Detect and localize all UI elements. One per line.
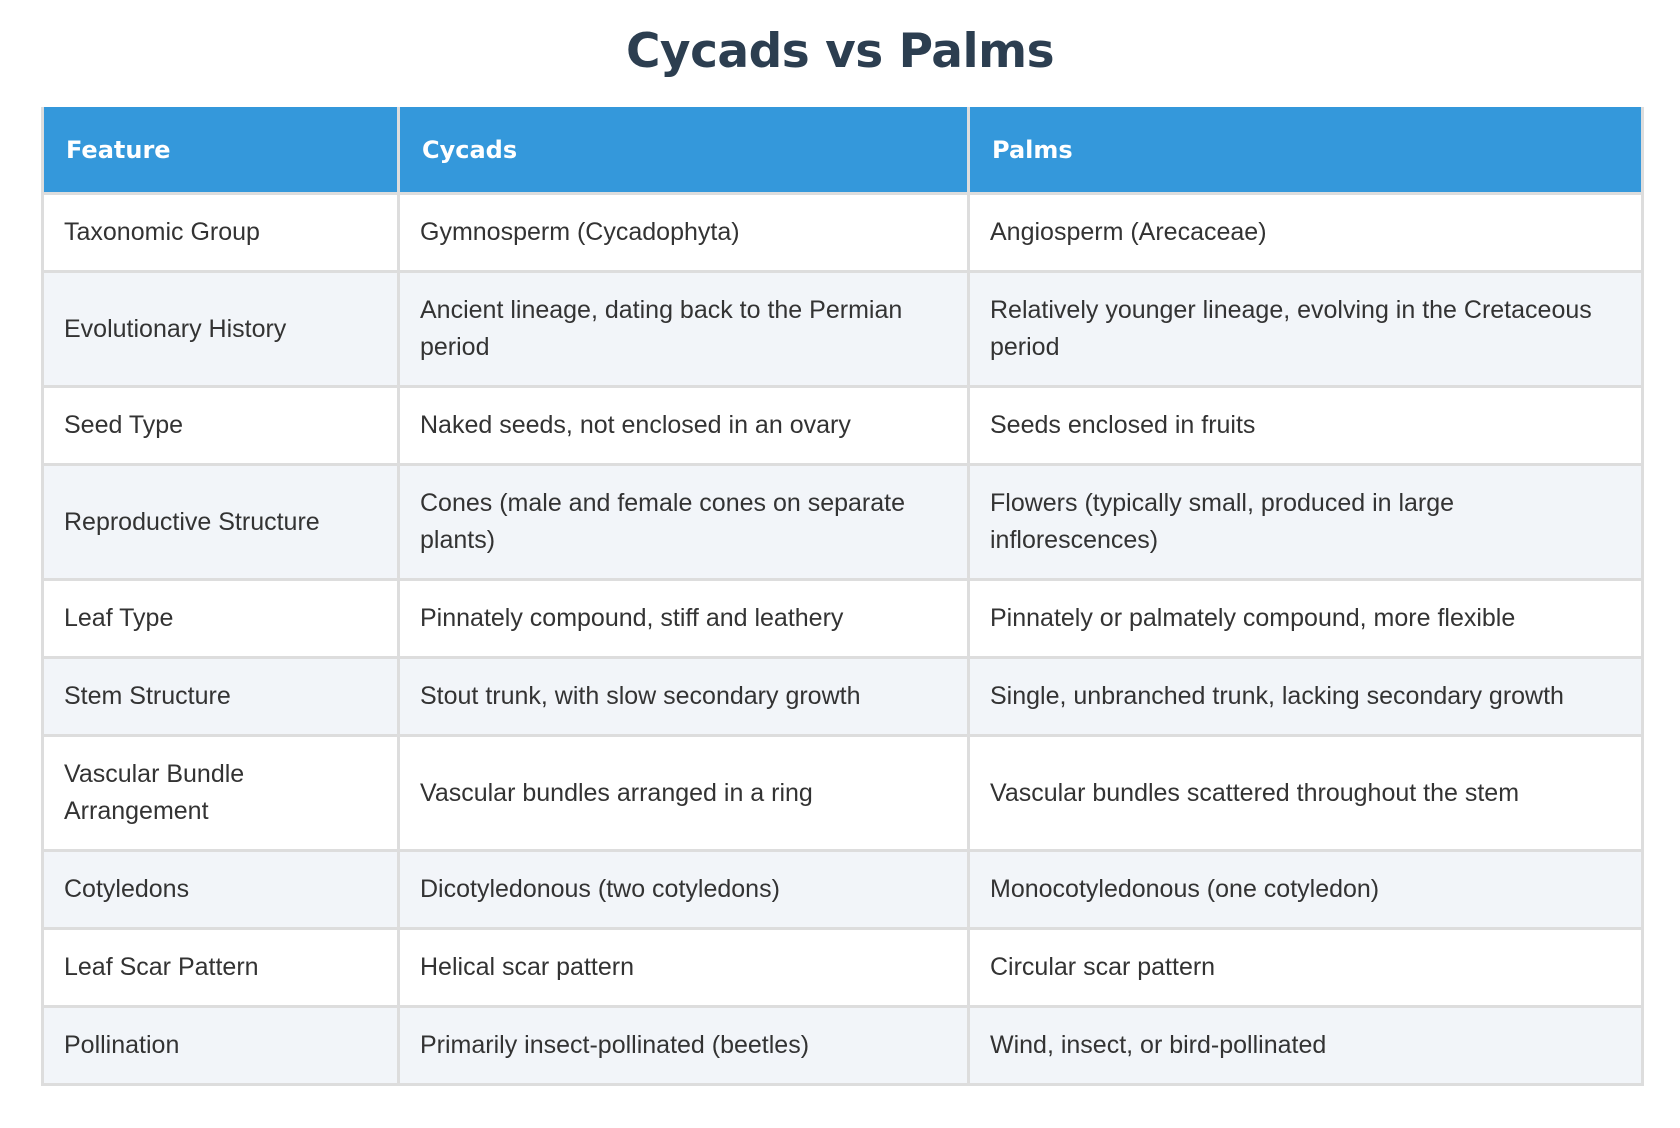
comparison-table: Feature Cycads Palms Taxonomic Group Gym… (41, 107, 1644, 1086)
cycads-cell: Stout trunk, with slow secondary growth (397, 656, 970, 737)
cycads-cell: Gymnosperm (Cycadophyta) (397, 192, 970, 273)
cycads-cell: Naked seeds, not enclosed in an ovary (397, 385, 970, 466)
table-row: Stem Structure Stout trunk, with slow se… (41, 656, 1644, 737)
feature-cell: Seed Type (41, 385, 400, 466)
table-row: Vascular Bundle Arrangement Vascular bun… (41, 734, 1644, 852)
table-row: Leaf Type Pinnately compound, stiff and … (41, 578, 1644, 659)
palms-cell: Vascular bundles scattered throughout th… (967, 734, 1644, 852)
feature-cell: Reproductive Structure (41, 463, 400, 581)
feature-cell: Pollination (41, 1005, 400, 1086)
palms-cell: Relatively younger lineage, evolving in … (967, 270, 1644, 388)
header-feature: Feature (41, 107, 400, 195)
table-row: Reproductive Structure Cones (male and f… (41, 463, 1644, 581)
cycads-cell: Vascular bundles arranged in a ring (397, 734, 970, 852)
feature-cell: Taxonomic Group (41, 192, 400, 273)
table-row: Pollination Primarily insect-pollinated … (41, 1005, 1644, 1086)
table-row: Seed Type Naked seeds, not enclosed in a… (41, 385, 1644, 466)
header-cycads: Cycads (397, 107, 970, 195)
header-palms: Palms (967, 107, 1644, 195)
feature-cell: Vascular Bundle Arrangement (41, 734, 400, 852)
header-row: Feature Cycads Palms (41, 107, 1644, 195)
feature-cell: Leaf Type (41, 578, 400, 659)
feature-cell: Stem Structure (41, 656, 400, 737)
table-row: Taxonomic Group Gymnosperm (Cycadophyta)… (41, 192, 1644, 273)
cycads-cell: Pinnately compound, stiff and leathery (397, 578, 970, 659)
cycads-cell: Helical scar pattern (397, 927, 970, 1008)
palms-cell: Wind, insect, or bird-pollinated (967, 1005, 1644, 1086)
feature-cell: Leaf Scar Pattern (41, 927, 400, 1008)
palms-cell: Angiosperm (Arecaceae) (967, 192, 1644, 273)
palms-cell: Single, unbranched trunk, lacking second… (967, 656, 1644, 737)
palms-cell: Flowers (typically small, produced in la… (967, 463, 1644, 581)
feature-cell: Cotyledons (41, 849, 400, 930)
cycads-cell: Primarily insect-pollinated (beetles) (397, 1005, 970, 1086)
palms-cell: Monocotyledonous (one cotyledon) (967, 849, 1644, 930)
cycads-cell: Dicotyledonous (two cotyledons) (397, 849, 970, 930)
table-row: Evolutionary History Ancient lineage, da… (41, 270, 1644, 388)
palms-cell: Seeds enclosed in fruits (967, 385, 1644, 466)
cycads-cell: Ancient lineage, dating back to the Perm… (397, 270, 970, 388)
table-row: Cotyledons Dicotyledonous (two cotyledon… (41, 849, 1644, 930)
palms-cell: Circular scar pattern (967, 927, 1644, 1008)
cycads-cell: Cones (male and female cones on separate… (397, 463, 970, 581)
page-title: Cycads vs Palms (625, 24, 1055, 79)
feature-cell: Evolutionary History (41, 270, 400, 388)
table-row: Leaf Scar Pattern Helical scar pattern C… (41, 927, 1644, 1008)
palms-cell: Pinnately or palmately compound, more fl… (967, 578, 1644, 659)
